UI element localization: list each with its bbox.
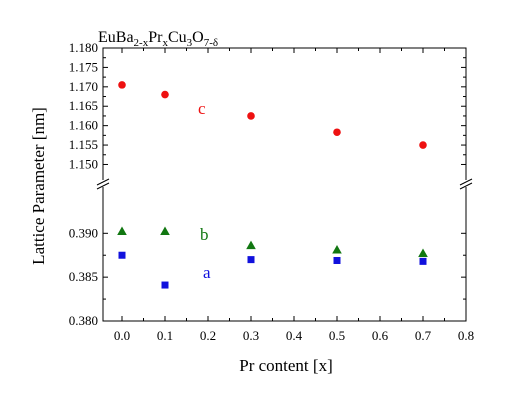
x-axis-title: Pr content [x] [239,356,332,375]
x-tick-label: 0.0 [114,328,130,343]
plot-frame [102,47,467,322]
y-tick-label: 1.150 [69,156,98,171]
series-c-point [118,81,126,89]
series-c-label: c [198,99,206,118]
y-tick-label: 1.155 [69,137,98,152]
title-segment: O [192,29,204,46]
x-tick-label: 0.2 [200,328,216,343]
title-segment: Cu [168,29,187,46]
axis-break-gap [96,180,110,187]
x-tick-label: 0.5 [329,328,345,343]
x-tick-label: 0.4 [286,328,303,343]
y-tick-label: 0.385 [69,269,98,284]
y-tick-label: 1.180 [69,40,98,55]
series-c-point [419,141,427,149]
series-b-point [246,240,256,250]
chart-title: EuBa2-xPrxCu3O7-δ [98,29,218,49]
axis-break-mark [96,182,110,190]
axes: 0.0 0.1 0.2 0.3 0.4 0.5 0.6 0.7 0.8 0.380 0.385 0.3… [69,40,474,343]
title-subscript: x [162,37,168,49]
x-tick-label: 0.6 [372,328,389,343]
series-c-point [333,128,341,137]
series-b-point [332,244,342,254]
chart-title-text: EuBa2-xPrxCu3O7-δ [98,29,218,49]
axis-break-mark-right [459,182,473,190]
axis-break-mark [96,178,110,186]
y-tick-label: 0.380 [69,313,98,328]
title-subscript: 3 [187,37,193,49]
data-marks [117,81,428,289]
series-b-label: b [200,225,209,244]
series-a-point [247,256,255,264]
series-a-point [118,251,126,259]
y-tick-label: 0.390 [69,225,98,240]
series-a-label: a [203,263,211,282]
series-c-point [247,112,255,120]
y-tick-label: 1.165 [69,98,98,113]
axis-break-gap [459,180,473,187]
title-segment: Pr [148,29,163,46]
series-b-point [418,248,428,257]
series-a-point [419,257,427,265]
series-c-point [161,90,169,99]
axis-break-mark-right [459,178,473,186]
series-b-point [117,226,127,236]
x-tick-label: 0.1 [157,328,173,343]
x-tick-label: 0.7 [415,328,432,343]
y-axis-title: Lattice Parameter [nm] [29,107,48,265]
title-segment: EuBa [98,29,134,46]
series-a-point [333,256,341,264]
x-tick-label: 0.3 [243,328,259,343]
title-subscript: 7-δ [204,37,218,49]
x-tick-label: 0.8 [458,328,474,343]
title-subscript: 2-x [134,37,149,49]
series-b-point [160,226,170,236]
y-tick-label: 1.170 [69,79,98,94]
y-tick-label: 1.160 [69,118,98,133]
series-a-point [161,281,169,289]
y-tick-label: 1.175 [69,59,98,74]
series-labels: c ba [198,99,211,282]
